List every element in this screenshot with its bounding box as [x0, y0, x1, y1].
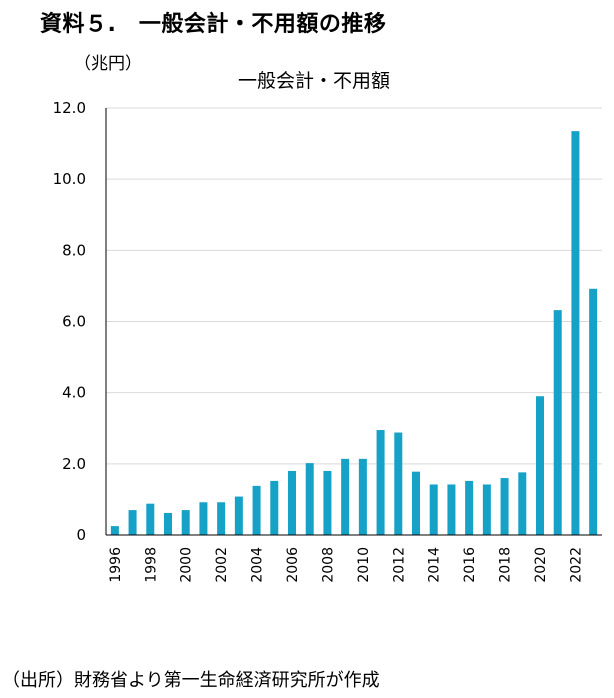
bar-2012: [394, 432, 403, 535]
bar-2011: [376, 430, 385, 535]
y-tick-label: 4.0: [62, 384, 86, 402]
y-tick-label: 8.0: [62, 241, 86, 259]
y-tick-label: 10.0: [53, 170, 86, 188]
chart-title: 一般会計・不用額: [237, 70, 390, 92]
x-tick-label: 2018: [498, 547, 514, 583]
bar-2000: [181, 510, 190, 535]
x-tick-label: 2004: [250, 547, 266, 583]
bar-2020: [536, 396, 544, 535]
bar-2013: [412, 471, 420, 535]
bar-2023: [589, 288, 598, 535]
axes: [105, 108, 602, 536]
x-tick-label: 1998: [143, 547, 159, 583]
gridlines: [106, 107, 602, 465]
bar-1996: [110, 526, 119, 535]
x-tick-labels: 1996 1998 2000 2002 2004 2006 2008 2010 2012 2014…: [108, 547, 585, 583]
x-tick-label: 2022: [568, 547, 584, 583]
y-tick-label: 2.0: [62, 455, 86, 473]
bar-2017: [482, 484, 491, 535]
bar-2021: [553, 310, 562, 535]
x-tick-label: 1996: [108, 547, 124, 583]
y-axis-unit-label: （兆円）: [74, 54, 142, 74]
bar-1997: [128, 510, 137, 535]
bar-2022: [571, 131, 580, 536]
bar-2018: [500, 478, 509, 535]
x-tick-label: 2006: [285, 547, 301, 583]
x-tick-label: 2014: [427, 547, 443, 583]
bar-2007: [305, 463, 314, 535]
x-tick-label: 2020: [533, 547, 549, 583]
y-tick-labels: 0 2.0 4.0 6.0 8.0 10.0 12.0: [53, 99, 86, 544]
bar-2019: [518, 472, 527, 535]
bar-2006: [288, 470, 296, 535]
bar-1999: [164, 512, 172, 535]
bar-2004: [252, 485, 261, 535]
bar-2010: [358, 458, 367, 535]
x-tick-label: 2016: [462, 547, 478, 583]
bar-2015: [447, 484, 456, 535]
x-tick-label: 2008: [320, 547, 336, 583]
bar-2002: [217, 502, 226, 535]
bar-2016: [465, 480, 474, 535]
bar-series: [110, 131, 598, 536]
y-tick-label: 6.0: [62, 313, 86, 331]
bar-chart: 0 2.0 4.0 6.0 8.0 10.0 12.0 1996 1998 2000 2002 20…: [53, 99, 602, 583]
bar-2008: [323, 470, 332, 535]
bar-2014: [429, 484, 438, 535]
x-tick-label: 2002: [214, 547, 230, 583]
bar-2009: [341, 458, 350, 535]
document-title: 資料５. 一般会計・不用額の推移: [40, 12, 387, 37]
bar-2001: [199, 502, 208, 535]
x-tick-label: 2012: [391, 547, 407, 583]
source-note: （出所）財務省より第一生命経済研究所が作成: [2, 670, 380, 691]
x-tick-label: 2000: [179, 547, 195, 583]
bar-1998: [146, 503, 155, 535]
x-tick-label: 2010: [356, 547, 372, 583]
bar-2003: [234, 496, 243, 535]
y-tick-label: 12.0: [53, 99, 86, 117]
bar-2005: [270, 480, 279, 535]
y-tick-label: 0: [76, 526, 86, 544]
